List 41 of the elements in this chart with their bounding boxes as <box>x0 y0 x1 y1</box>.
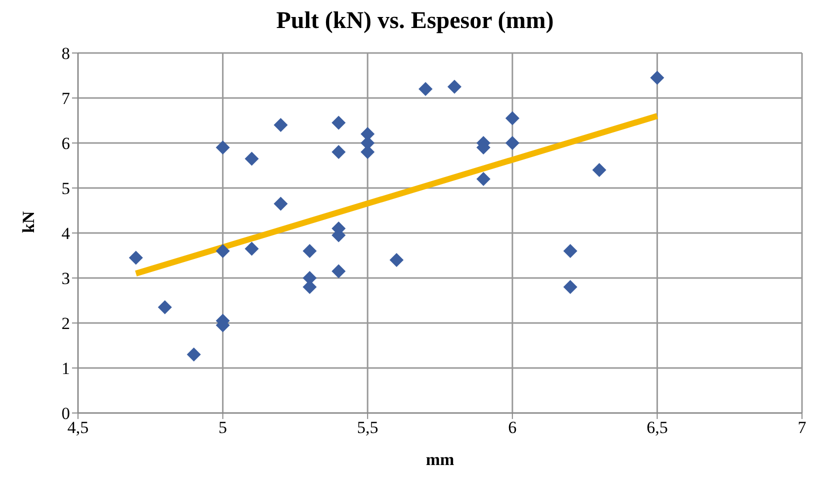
point <box>302 244 317 258</box>
x-tick-label: 5 <box>218 418 228 438</box>
point <box>216 140 230 154</box>
point <box>390 253 404 267</box>
point <box>244 242 259 256</box>
point <box>505 111 520 126</box>
point <box>505 136 520 150</box>
point <box>274 118 288 132</box>
x-tick-label: 6,5 <box>646 418 668 438</box>
y-tick-label: 8 <box>62 44 70 64</box>
y-tick-label: 5 <box>62 179 70 198</box>
x-tick-label: 6 <box>508 418 517 438</box>
y-tick-label: 4 <box>62 224 70 244</box>
x-tick-label: 7 <box>798 418 807 438</box>
point <box>274 196 288 211</box>
chart-title: Pult (kN) vs. Espesor (mm) <box>275 8 555 35</box>
point <box>332 116 346 130</box>
point <box>563 244 578 258</box>
point <box>186 348 201 362</box>
x-axis-title: mm <box>426 450 454 469</box>
y-tick-label: 7 <box>62 89 70 108</box>
point <box>592 163 606 177</box>
x-tick-label: 4,5 <box>67 418 89 438</box>
point <box>650 70 664 85</box>
point <box>563 280 578 294</box>
y-tick-label: 0 <box>62 404 70 424</box>
point <box>476 172 490 186</box>
y-tick-label: 2 <box>62 314 70 334</box>
point <box>244 152 259 166</box>
point <box>158 300 172 314</box>
y-tick-label: 6 <box>62 134 70 154</box>
y-tick-label: 1 <box>62 359 70 378</box>
point <box>332 264 346 278</box>
point <box>418 82 433 96</box>
point <box>128 250 143 265</box>
x-tick-label: 5,5 <box>356 418 378 438</box>
y-axis-title: kN <box>19 210 38 233</box>
point <box>447 80 462 94</box>
point <box>216 244 230 258</box>
y-tick-label: 3 <box>62 269 70 288</box>
point <box>332 145 346 159</box>
